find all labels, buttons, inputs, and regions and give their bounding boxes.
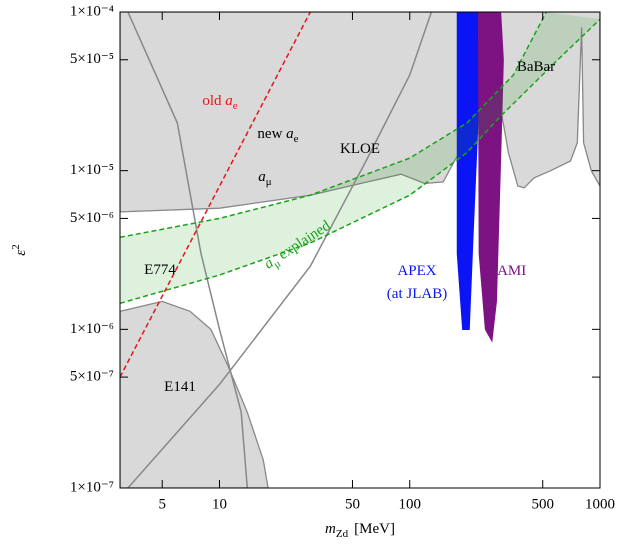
y-tick-label: 5×10⁻⁵ — [70, 51, 114, 67]
y-tick-label: 1×10⁻⁴ — [70, 3, 114, 19]
symbol: m — [325, 521, 336, 537]
symbol: a — [258, 169, 266, 185]
curve — [127, 12, 433, 488]
subscript: e — [233, 100, 238, 112]
y-tick-label: 5×10⁻⁶ — [70, 210, 114, 226]
curve — [127, 12, 249, 488]
symbol: a — [225, 93, 233, 109]
y-tick-label: 1×10⁻⁵ — [70, 162, 114, 178]
y-tick-label: 1×10⁻⁷ — [70, 479, 114, 495]
y-tick-label: 5×10⁻⁷ — [70, 369, 114, 385]
x-tick-label: 500 — [531, 496, 554, 512]
dashed-curve — [120, 12, 311, 378]
band-fill — [120, 12, 600, 304]
subscript: Zd — [336, 528, 349, 540]
text: BaBar — [517, 59, 555, 75]
x-tick-label: 10 — [212, 496, 227, 512]
text: E774 — [144, 262, 176, 278]
text: KLOE — [340, 141, 380, 157]
annotation: new ae — [257, 126, 298, 144]
superscript: 2 — [10, 244, 22, 250]
subscript: μ — [266, 176, 272, 188]
annotation: BaBar — [517, 59, 555, 75]
text: E141 — [164, 379, 196, 395]
annotation: APEX — [397, 263, 436, 279]
text: new — [257, 126, 286, 142]
annotation: old ae — [202, 93, 237, 111]
x-tick-label: 1000 — [585, 496, 615, 512]
symbol: a — [286, 126, 294, 142]
plot-area — [120, 12, 600, 488]
y-tick-label: 1×10⁻⁶ — [70, 321, 114, 337]
x-tick-label: 100 — [398, 496, 421, 512]
y-axis-label: ε2 — [10, 244, 30, 255]
dashed-curve — [120, 12, 547, 239]
subscript: e — [294, 133, 299, 145]
annotation: KLOE — [340, 141, 380, 157]
x-tick-label: 50 — [345, 496, 360, 512]
text: MAMI — [484, 263, 527, 279]
x-axis-label: mZd [MeV] — [325, 521, 395, 539]
text: (at JLAB) — [387, 286, 447, 302]
annotation: (at JLAB) — [387, 286, 447, 302]
symbol: ε — [13, 250, 29, 256]
annotation: aμ — [258, 169, 272, 187]
x-tick-label: 5 — [158, 496, 166, 512]
annotation: E141 — [164, 379, 196, 395]
annotation: MAMI — [484, 263, 527, 279]
dashed-curve — [120, 18, 600, 305]
text: APEX — [397, 263, 436, 279]
frame — [119, 11, 601, 489]
region — [477, 12, 504, 343]
annotation: E774 — [144, 262, 176, 278]
unit: [MeV] — [354, 521, 395, 537]
text: old — [202, 93, 225, 109]
region — [120, 300, 269, 488]
subscript: μ — [271, 257, 283, 270]
